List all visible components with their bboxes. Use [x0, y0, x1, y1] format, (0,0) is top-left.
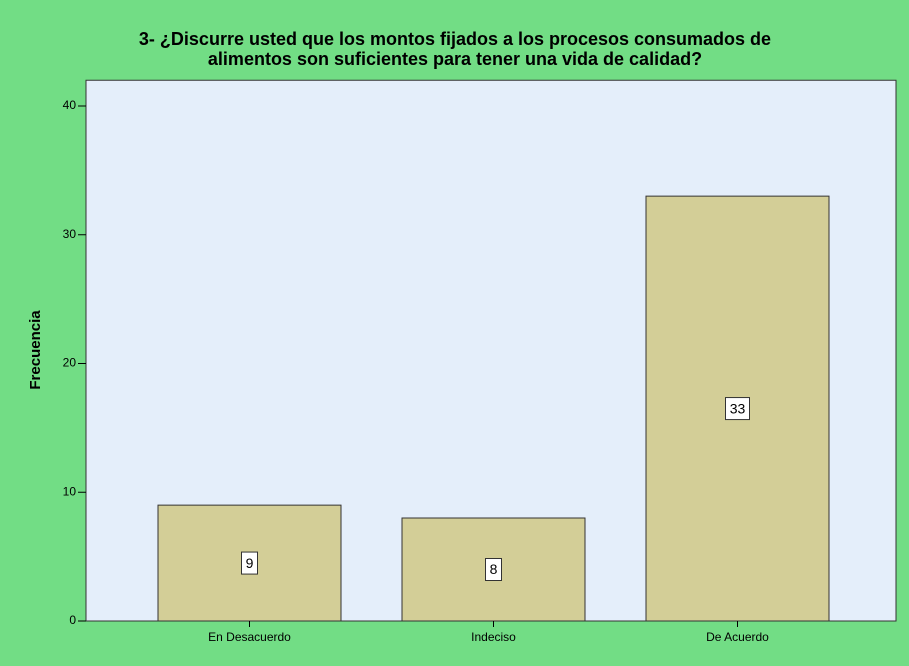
x-tick-label: Indeciso: [471, 630, 516, 644]
x-tick-label: De Acuerdo: [706, 630, 769, 644]
y-tick-label: 10: [63, 484, 77, 498]
x-tick-label: En Desacuerdo: [208, 630, 291, 644]
y-axis-label: Frecuencia: [27, 310, 44, 390]
data-label-box: [485, 558, 502, 581]
chart-title: alimentos son suficientes para tener una…: [208, 49, 702, 69]
y-tick-label: 30: [63, 227, 77, 241]
data-label: 9: [246, 555, 254, 571]
data-label: 33: [730, 400, 746, 416]
data-label-box: [241, 551, 258, 575]
data-label-box: [725, 397, 750, 421]
bar: [401, 517, 586, 622]
y-tick-label: 20: [63, 356, 77, 370]
data-label: 8: [490, 561, 498, 577]
y-tick-label: 0: [69, 613, 76, 627]
chart-title: 3- ¿Discurre usted que los montos fijado…: [139, 29, 771, 49]
y-tick-label: 40: [63, 98, 77, 112]
